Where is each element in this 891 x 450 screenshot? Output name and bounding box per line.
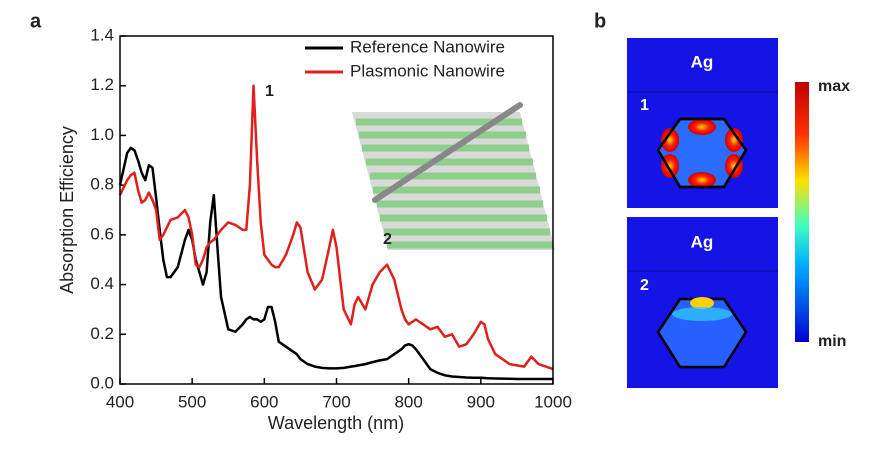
colorbar-max: max [818, 78, 850, 95]
y-tick-label: 1.0 [90, 125, 114, 144]
series-line [118, 84, 554, 371]
y-tick-label: 0.6 [90, 224, 114, 243]
mode-label: 1 [640, 97, 649, 114]
x-tick-label: 800 [394, 392, 422, 411]
y-tick-label: 0.4 [90, 274, 114, 293]
y-tick-label: 1.2 [90, 75, 114, 94]
x-tick-label: 600 [250, 392, 278, 411]
y-tick-label: 0.8 [90, 175, 114, 194]
x-axis-title: Wavelength (nm) [268, 413, 404, 433]
field-map [627, 38, 809, 388]
y-tick-label: 0.2 [90, 324, 114, 343]
y-tick-label: 1.4 [90, 25, 114, 44]
y-tick-label: 0.0 [90, 373, 114, 392]
x-tick-label: 700 [322, 392, 350, 411]
x-tick-label: 500 [178, 392, 206, 411]
material-label: Ag [691, 52, 714, 71]
material-label: Ag [691, 232, 714, 251]
panel-label: a [30, 10, 42, 32]
inset-schematic [352, 102, 555, 250]
mode-label: 2 [640, 277, 649, 294]
series-line [118, 146, 553, 381]
legend-label: Plasmonic Nanowire [350, 61, 505, 80]
peak-annotation: 2 [383, 231, 392, 248]
x-tick-label: 900 [467, 392, 495, 411]
y-axis-title: Absorption Efficiency [57, 126, 77, 294]
peak-annotation: 1 [265, 83, 274, 100]
panel-label: b [594, 10, 606, 32]
x-tick-label: 400 [106, 392, 134, 411]
colorbar-min: min [818, 333, 846, 350]
legend-label: Reference Nanowire [350, 37, 505, 56]
plot-frame [119, 35, 554, 385]
x-tick-label: 1000 [534, 392, 572, 411]
